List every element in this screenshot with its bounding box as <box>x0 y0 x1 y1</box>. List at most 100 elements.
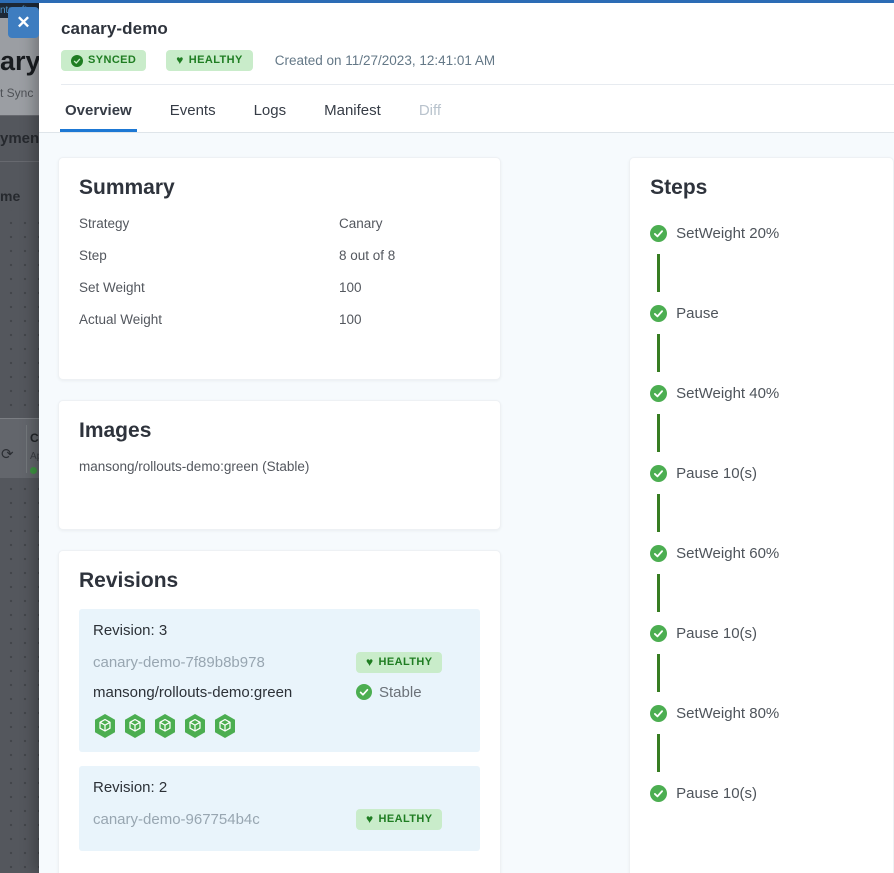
summary-card: Summary Strategy Canary Step 8 out of 8 Se… <box>58 157 502 380</box>
summary-card-title: Summary <box>79 176 175 199</box>
step-connector <box>657 414 661 452</box>
created-timestamp: Created on 11/27/2023, 12:41:01 AM <box>274 53 496 68</box>
step-item: Pause 10(s) <box>650 624 869 642</box>
heart-icon: ♥ <box>176 53 184 67</box>
step-check-icon <box>650 224 668 242</box>
summary-row-label: Set Weight <box>79 280 145 295</box>
summary-row-value: Canary <box>339 216 383 231</box>
pod[interactable] <box>213 713 237 739</box>
step-label: SetWeight 40% <box>676 384 780 402</box>
step-label: SetWeight 80% <box>676 704 780 722</box>
panel-content: Summary Strategy Canary Step 8 out of 8 Se… <box>39 133 894 873</box>
step-item: SetWeight 80% <box>650 704 869 722</box>
stable-check-icon <box>356 684 372 700</box>
steps-card: Steps SetWeight 20% Pause SetWeight 40% … <box>629 157 894 873</box>
revision-name: Revision: 3 <box>93 622 168 639</box>
pod-icon <box>125 714 145 738</box>
pod[interactable] <box>153 713 177 739</box>
node-divider <box>26 425 27 473</box>
step-check-icon <box>650 304 668 322</box>
left-column: Summary Strategy Canary Step 8 out of 8 Se… <box>58 157 502 873</box>
revision-replicaset-id: canary-demo-967754b4c <box>93 810 260 828</box>
tab-overview[interactable]: Overview <box>60 102 137 132</box>
pod[interactable] <box>93 713 117 739</box>
pod[interactable] <box>183 713 207 739</box>
step-connector <box>657 574 661 612</box>
background-deployment-label-fragment: ymen <box>0 130 39 147</box>
background-name-header-fragment: me <box>0 188 21 204</box>
panel-top-accent <box>0 0 894 3</box>
pod[interactable] <box>123 713 147 739</box>
step-label: Pause <box>676 304 719 322</box>
summary-row-value: 100 <box>339 280 362 295</box>
background-deployment-bar: ymen <box>0 115 39 162</box>
heart-icon: ♥ <box>366 811 374 826</box>
step-item: SetWeight 40% <box>650 384 869 402</box>
step-label: SetWeight 20% <box>676 224 780 242</box>
pod-icon <box>215 714 235 738</box>
sync-status-badge: SYNCED <box>61 50 147 71</box>
images-card-title: Images <box>79 419 152 442</box>
step-item: SetWeight 20% <box>650 224 869 242</box>
revision-name: Revision: 2 <box>93 779 168 796</box>
pod-icon <box>155 714 175 738</box>
revision-id-row: canary-demo-7f89b8b978 ♥ HEALTHY <box>93 651 466 673</box>
panel-header: canary-demo SYNCED ♥ HEALTHY Created on … <box>39 0 894 85</box>
revision-image-row: mansong/rollouts-demo:green Stable <box>93 681 466 703</box>
steps-card-title: Steps <box>650 176 708 199</box>
step-connector <box>657 334 661 372</box>
step-check-icon <box>650 784 668 802</box>
revision-id-row: canary-demo-967754b4c ♥ HEALTHY <box>93 808 466 830</box>
revision-image-status: Stable <box>356 684 466 701</box>
step-label: Pause 10(s) <box>676 464 758 482</box>
step-connector <box>657 494 661 532</box>
summary-row-label: Step <box>79 248 107 263</box>
pod-icon <box>185 714 205 738</box>
revision-replicaset-id: canary-demo-7f89b8b978 <box>93 653 265 671</box>
revision-image: mansong/rollouts-demo:green <box>93 683 293 701</box>
revision-list: Revision: 3 canary-demo-7f89b8b978 ♥ HEA… <box>79 609 481 851</box>
tab-manifest[interactable]: Manifest <box>324 102 381 119</box>
step-item: Pause 10(s) <box>650 464 869 482</box>
summary-row: Step 8 out of 8 <box>79 248 480 263</box>
summary-row-value: 100 <box>339 312 362 327</box>
summary-rows: Strategy Canary Step 8 out of 8 Set Weight… <box>79 216 480 327</box>
node-title-fragment: Ca <box>30 431 39 445</box>
step-check-icon <box>650 544 668 562</box>
app-node-icon: ⟳ <box>1 446 14 463</box>
rollout-title: canary-demo <box>61 19 168 38</box>
status-row: SYNCED ♥ HEALTHY Created on 11/27/2023, … <box>61 50 894 85</box>
step-check-icon <box>650 464 668 482</box>
background-resource-node-card: ⟳ Ca Ap <box>0 418 39 478</box>
image-item: mansong/rollouts-demo:green (Stable) <box>79 459 310 474</box>
node-subtitle-fragment: Ap <box>30 451 39 462</box>
summary-row: Actual Weight 100 <box>79 312 480 327</box>
revision-block: Revision: 3 canary-demo-7f89b8b978 ♥ HEA… <box>79 609 481 752</box>
tab-logs[interactable]: Logs <box>253 102 287 119</box>
step-label: Pause 10(s) <box>676 784 758 802</box>
step-connector <box>657 734 661 772</box>
revision-block: Revision: 2 canary-demo-967754b4c ♥ HEAL… <box>79 766 481 851</box>
tab-events[interactable]: Events <box>169 102 216 119</box>
close-panel-button[interactable]: ✕ <box>8 7 39 38</box>
step-check-icon <box>650 704 668 722</box>
tab-bar: Overview Events Logs Manifest Diff <box>39 85 894 133</box>
heart-icon: ♥ <box>366 654 374 669</box>
step-label: SetWeight 60% <box>676 544 780 562</box>
step-label: Pause 10(s) <box>676 624 758 642</box>
check-circle-icon <box>71 54 83 67</box>
summary-row: Strategy Canary <box>79 216 480 231</box>
step-item: Pause <box>650 304 869 322</box>
health-status-badge: ♥ HEALTHY <box>166 50 253 71</box>
health-dot-icon <box>30 467 37 474</box>
step-connector <box>657 254 661 292</box>
background-page-title-fragment: ary- <box>0 46 39 76</box>
revisions-card-title: Revisions <box>79 569 179 592</box>
summary-row-value: 8 out of 8 <box>339 248 396 263</box>
close-icon: ✕ <box>16 13 31 32</box>
tab-diff: Diff <box>418 102 442 119</box>
images-card: Images mansong/rollouts-demo:green (Stab… <box>58 400 502 530</box>
revision-health-badge: ♥ HEALTHY <box>356 651 443 673</box>
steps-list: SetWeight 20% Pause SetWeight 40% Pause … <box>650 224 869 802</box>
